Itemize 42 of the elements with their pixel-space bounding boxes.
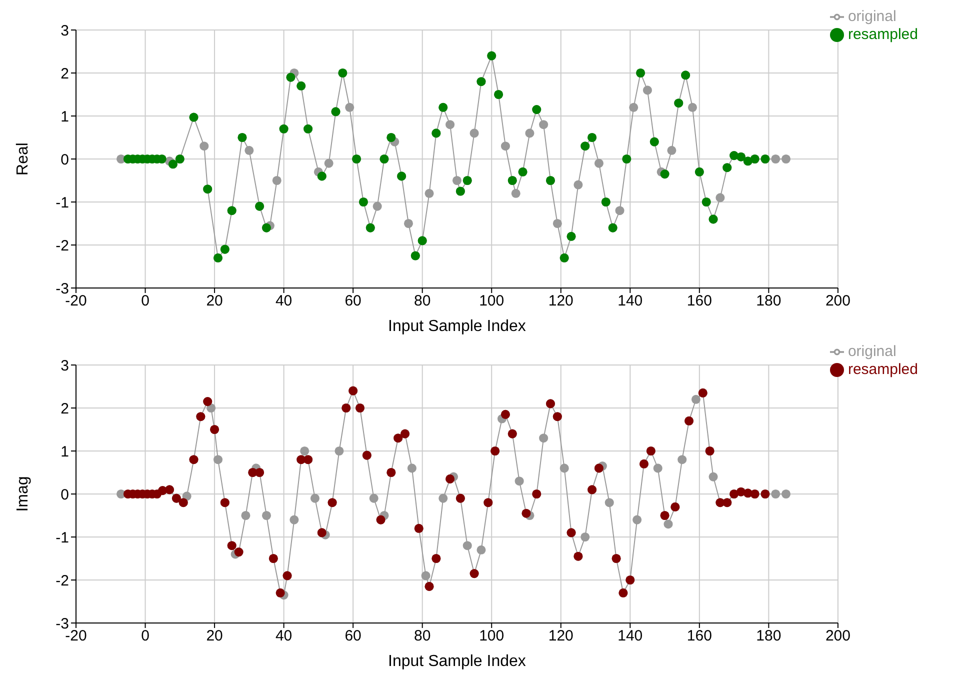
- legend-label: original: [848, 343, 896, 360]
- x-tick-label: 20: [206, 292, 223, 310]
- x-tick-label: 40: [275, 292, 292, 310]
- y-tick-label: -1: [56, 529, 69, 546]
- y-tick-label: 2: [60, 400, 69, 418]
- x-tick-label: 40: [275, 628, 292, 645]
- x-tick-label: 140: [618, 292, 643, 310]
- x-tick-label: 180: [756, 292, 782, 310]
- x-tick-label: 100: [479, 628, 504, 645]
- x-tick-label: 100: [479, 292, 504, 310]
- x-tick-label: 20: [206, 628, 223, 645]
- x-tick-label: 0: [141, 628, 150, 645]
- y-tick-label: 1: [60, 108, 69, 126]
- y-tick-label: 3: [60, 357, 69, 374]
- x-axis-title: Input Sample Index: [388, 318, 526, 335]
- x-tick-label: 0: [141, 292, 150, 310]
- y-tick-label: 3: [60, 22, 69, 40]
- x-tick-label: 140: [618, 628, 643, 645]
- x-tick-label: 60: [344, 292, 362, 310]
- x-tick-label: 160: [686, 292, 712, 310]
- x-tick-label: 80: [414, 628, 431, 645]
- y-tick-label: 0: [60, 151, 69, 168]
- x-axis-title: Input Sample Index: [388, 653, 526, 670]
- y-tick-label: 1: [60, 443, 69, 460]
- x-tick-label: 180: [756, 628, 782, 645]
- y-axis-title: Real: [14, 142, 32, 176]
- x-tick-label: 120: [548, 628, 574, 645]
- legend-label: resampled: [848, 26, 918, 43]
- legend-label: resampled: [848, 361, 918, 378]
- y-tick-label: 0: [60, 486, 69, 504]
- y-tick-label: -2: [56, 572, 69, 590]
- x-tick-label: 200: [825, 292, 850, 310]
- legend-label: original: [848, 8, 896, 25]
- y-tick-label: -1: [56, 194, 69, 212]
- y-axis-title: Imag: [14, 476, 32, 512]
- x-tick-label: 80: [414, 292, 431, 310]
- x-tick-label: 120: [548, 292, 574, 310]
- x-tick-label: 60: [344, 628, 362, 645]
- y-tick-label: 2: [60, 65, 69, 82]
- x-tick-label: 200: [825, 628, 850, 645]
- x-tick-label: 160: [686, 628, 712, 645]
- y-tick-label: -2: [56, 237, 69, 254]
